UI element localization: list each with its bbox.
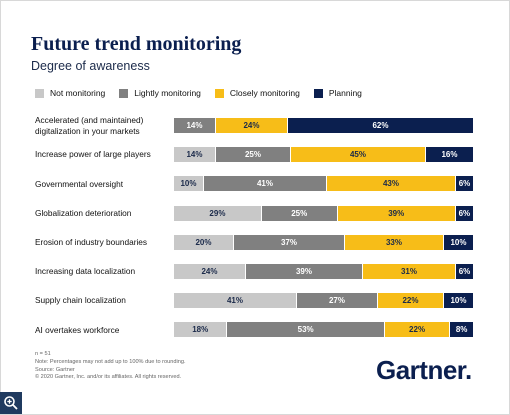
legend-item: Planning: [313, 88, 362, 98]
bar-segment: 6%: [456, 264, 473, 279]
legend: Not monitoring Lightly monitoring Closely …: [35, 87, 376, 99]
category-label: Increasing data localization: [35, 266, 136, 277]
legend-label: Closely monitoring: [229, 88, 300, 98]
zoom-in-icon: [4, 396, 18, 410]
legend-swatch: [313, 88, 323, 98]
bar-segment: 16%: [426, 147, 473, 163]
bar-segment: 10%: [444, 293, 473, 309]
chart-title: Future trend monitoring: [31, 33, 242, 55]
footnote-sample-size: n = 51: [35, 351, 51, 357]
bar-segment: 62%: [288, 118, 473, 133]
bar-segment: 41%: [174, 293, 296, 309]
legend-item: Not monitoring: [35, 88, 105, 98]
stacked-bar: 14% 24% 62%: [174, 118, 474, 133]
bar-segment: 45%: [291, 147, 425, 163]
bar-segment: 24%: [174, 264, 245, 279]
bar-segment: 18%: [174, 322, 227, 338]
category-label: Governmental oversight: [35, 178, 124, 189]
bar-segment: 10%: [174, 176, 203, 192]
legend-swatch: [35, 88, 44, 98]
stacked-bar: 10% 41% 43% 6%: [174, 176, 474, 192]
bar-segment: 43%: [327, 176, 455, 192]
legend-label: Not monitoring: [50, 88, 106, 98]
zoom-button[interactable]: [0, 392, 22, 414]
bar-segment: 31%: [363, 264, 455, 279]
legend-label: Lightly monitoring: [134, 88, 201, 98]
footnote-source: Source: Gartner: [35, 366, 75, 373]
bar-segment: 39%: [337, 205, 455, 221]
legend-item: Closely monitoring: [214, 88, 300, 98]
category-label: Erosion of industry boundaries: [35, 237, 148, 248]
gartner-logo: Gartner.: [376, 355, 472, 386]
bar-segment: 14%: [174, 118, 215, 133]
bar-segment: 27%: [297, 293, 377, 309]
category-label: Globalization deterioration: [35, 207, 132, 218]
bar-segment: 6%: [455, 205, 473, 221]
bar-segment: 29%: [174, 205, 261, 221]
stacked-bar: 24% 39% 31% 6%: [174, 264, 474, 279]
bar-segment: 22%: [384, 322, 450, 338]
bar-segment: 39%: [246, 264, 362, 279]
category-label: Accelerated (and maintained) digitalizat…: [35, 115, 144, 136]
bar-segment: 14%: [174, 147, 215, 163]
bar-segment: 6%: [456, 176, 473, 192]
category-label: Supply chain localization: [35, 295, 126, 306]
legend-swatch: [214, 88, 224, 98]
bar-segment: 8%: [450, 322, 473, 338]
stacked-bar: 20% 37% 33% 10%: [174, 234, 474, 250]
category-label: AI overtakes workforce: [35, 324, 120, 335]
stacked-bar: 29% 25% 39% 6%: [174, 205, 474, 221]
chart-subtitle: Degree of awareness: [31, 59, 150, 73]
footnote-rounding-note: Note: Percentages may not add up to 100%…: [35, 358, 186, 365]
logo-dot: .: [465, 355, 472, 385]
category-label: Increase power of large players: [35, 149, 151, 160]
bar-segment: 24%: [216, 118, 287, 133]
footnote-copyright: © 2020 Gartner, Inc. and/or its affiliat…: [35, 374, 182, 381]
stacked-bar: 41% 27% 22% 10%: [174, 293, 474, 309]
bar-segment: 10%: [444, 234, 473, 250]
bar-segment: 53%: [227, 322, 384, 338]
bar-segment: 20%: [174, 234, 233, 250]
stacked-bar: 18% 53% 22% 8%: [174, 322, 474, 338]
footnote: n = 51 Note: Percentages may not add up …: [35, 351, 186, 382]
logo-text: Gartner: [376, 355, 466, 385]
bar-segment: 25%: [216, 147, 290, 163]
bar-segment: 37%: [234, 234, 344, 250]
bar-segment: 41%: [204, 176, 326, 192]
legend-item: Lightly monitoring: [119, 88, 201, 98]
legend-swatch: [119, 88, 129, 98]
bar-segment: 33%: [345, 234, 443, 250]
stacked-bar: 14% 25% 45% 16%: [174, 147, 474, 163]
bar-segment: 22%: [378, 293, 443, 309]
bar-segment: 25%: [261, 205, 337, 221]
legend-label: Planning: [328, 88, 362, 98]
